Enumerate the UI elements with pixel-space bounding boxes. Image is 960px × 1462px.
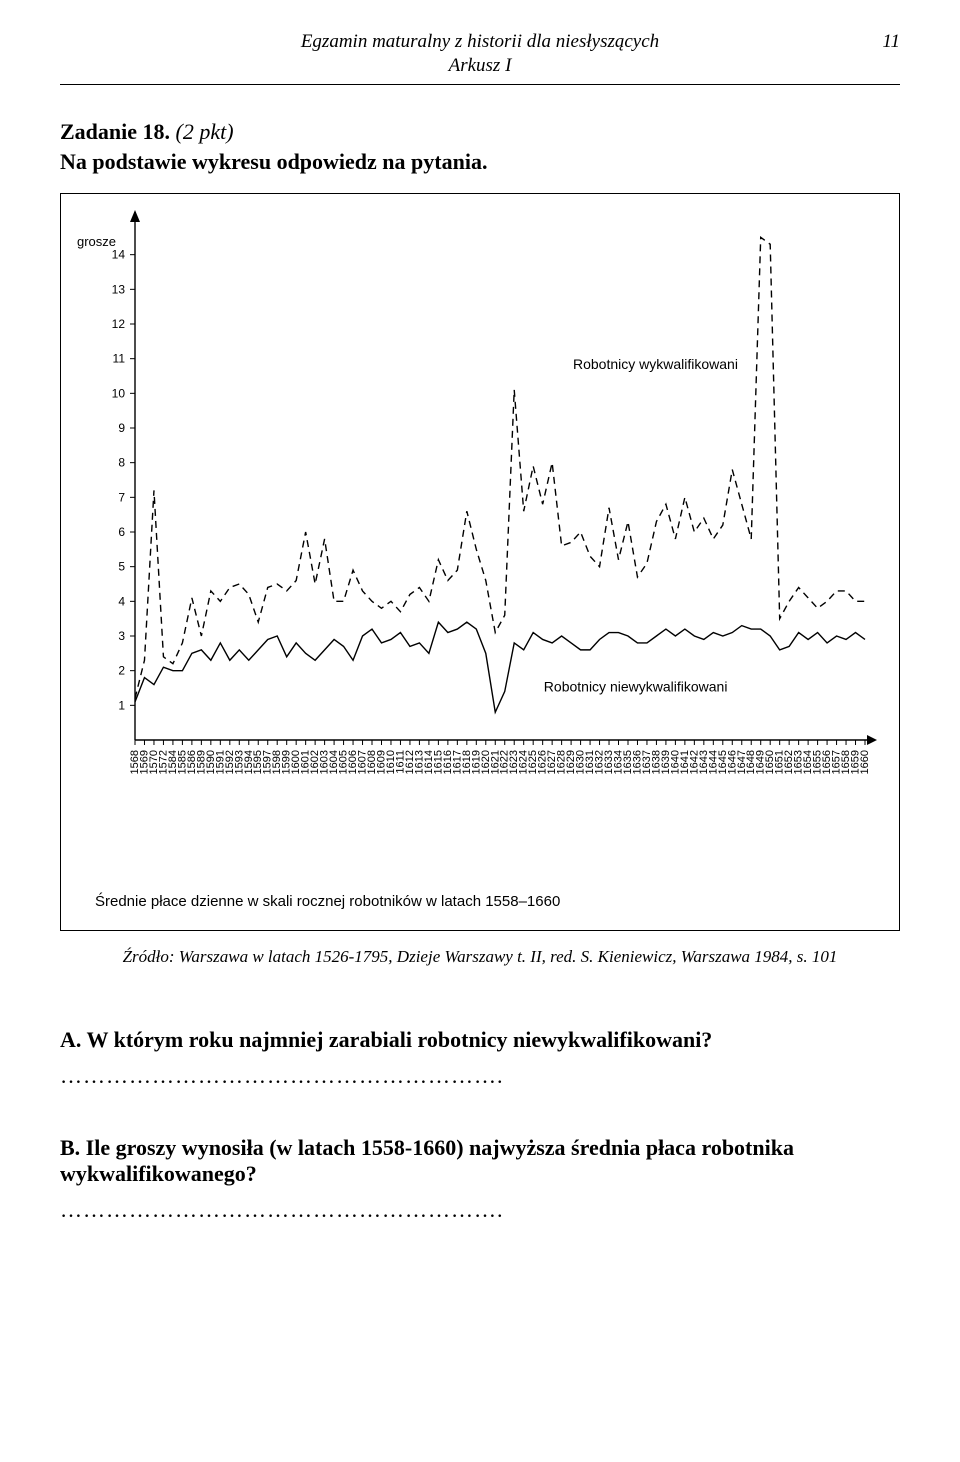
svg-text:grosze: grosze: [77, 234, 116, 249]
svg-text:13: 13: [112, 282, 126, 296]
svg-text:Średnie płace dzienne w skali: Średnie płace dzienne w skali rocznej ro…: [95, 892, 560, 910]
answer-line-b: ………………………………………………….: [60, 1197, 900, 1223]
svg-text:3: 3: [118, 629, 125, 643]
svg-text:1660: 1660: [859, 750, 871, 774]
svg-text:10: 10: [112, 386, 126, 400]
svg-text:8: 8: [118, 455, 125, 469]
chart-frame: grosze1234567891011121314156815691570157…: [60, 193, 900, 931]
page-number: 11: [882, 30, 900, 54]
header-rule: [60, 84, 900, 85]
svg-text:9: 9: [118, 421, 125, 435]
running-title-1: Egzamin maturalny z historii dla niesłys…: [301, 31, 659, 52]
svg-text:5: 5: [118, 559, 125, 573]
task-title: Zadanie 18. (2 pkt): [60, 119, 900, 145]
svg-text:6: 6: [118, 525, 125, 539]
answer-line-a: ………………………………………………….: [60, 1063, 900, 1089]
svg-text:4: 4: [118, 594, 125, 608]
question-b: B. Ile groszy wynosiła (w latach 1558-16…: [60, 1135, 900, 1187]
svg-text:Robotnicy niewykwalifikowani: Robotnicy niewykwalifikowani: [544, 678, 728, 694]
task-label: Zadanie 18.: [60, 119, 170, 144]
svg-text:1: 1: [118, 698, 125, 712]
svg-text:7: 7: [118, 490, 125, 504]
task-points: (2 pkt): [176, 119, 234, 144]
svg-text:Robotnicy wykwalifikowani: Robotnicy wykwalifikowani: [573, 356, 738, 372]
task-instruction: Na podstawie wykresu odpowiedz na pytani…: [60, 149, 900, 175]
running-head: Egzamin maturalny z historii dla niesłys…: [60, 30, 900, 84]
svg-text:11: 11: [113, 351, 126, 365]
svg-text:2: 2: [118, 663, 125, 677]
question-a: A. W którym roku najmniej zarabiali robo…: [60, 1027, 900, 1053]
wage-chart: grosze1234567891011121314156815691570157…: [65, 200, 885, 920]
svg-text:12: 12: [112, 317, 126, 331]
svg-text:14: 14: [112, 247, 126, 261]
running-title-2: Arkusz I: [449, 55, 512, 76]
source-citation: Źródło: Warszawa w latach 1526-1795, Dzi…: [60, 947, 900, 967]
